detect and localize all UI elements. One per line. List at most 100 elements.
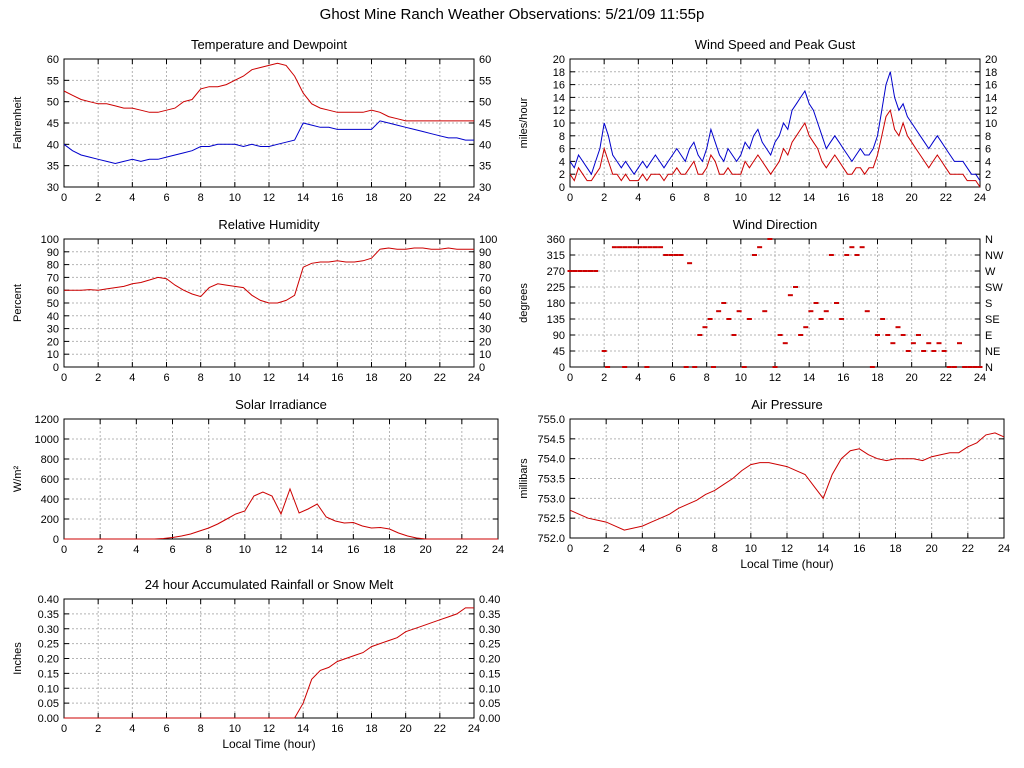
svg-text:8: 8 xyxy=(712,543,718,555)
svg-text:12: 12 xyxy=(769,192,781,204)
chart-wind-speed-gust: Wind Speed and Peak Gust 0 0 2 2 4 4 6 6 8 8 10 10 1… xyxy=(518,36,1018,204)
svg-text:8: 8 xyxy=(559,131,565,143)
svg-text:0.40: 0.40 xyxy=(38,594,59,606)
svg-text:14: 14 xyxy=(297,723,309,735)
svg-text:4: 4 xyxy=(635,372,641,384)
svg-text:2: 2 xyxy=(603,543,609,555)
svg-text:8: 8 xyxy=(198,723,204,735)
svg-text:800: 800 xyxy=(41,454,59,466)
svg-text:0: 0 xyxy=(567,372,573,384)
svg-text:8: 8 xyxy=(198,372,204,384)
chart-relative-humidity: Relative Humidity 0 0 10 10 20 20 30 30 40 40 50 50… xyxy=(12,216,512,384)
svg-text:30: 30 xyxy=(479,182,491,194)
svg-text:20: 20 xyxy=(479,336,491,348)
svg-text:752.0: 752.0 xyxy=(537,533,565,545)
svg-text:600: 600 xyxy=(41,474,59,486)
svg-text:4: 4 xyxy=(985,156,991,168)
svg-text:0: 0 xyxy=(53,534,59,546)
svg-text:22: 22 xyxy=(434,723,446,735)
svg-text:24: 24 xyxy=(468,372,480,384)
svg-text:35: 35 xyxy=(47,161,59,173)
svg-text:16: 16 xyxy=(837,372,849,384)
svg-text:18: 18 xyxy=(553,67,565,79)
svg-text:0.15: 0.15 xyxy=(38,668,59,680)
svg-text:SW: SW xyxy=(985,282,1003,294)
svg-text:90: 90 xyxy=(479,247,491,259)
svg-text:8: 8 xyxy=(198,192,204,204)
svg-text:NW: NW xyxy=(985,250,1004,262)
svg-text:12: 12 xyxy=(985,105,997,117)
svg-text:NE: NE xyxy=(985,346,1000,358)
svg-text:14: 14 xyxy=(553,92,565,104)
svg-text:20: 20 xyxy=(400,192,412,204)
svg-text:753.0: 753.0 xyxy=(537,493,565,505)
svg-text:0.30: 0.30 xyxy=(479,624,500,636)
chart-accumulated-rainfall: 24 hour Accumulated Rainfall or Snow Mel… xyxy=(12,576,512,752)
svg-text:Inches: Inches xyxy=(12,642,24,675)
svg-text:8: 8 xyxy=(704,372,710,384)
svg-text:0.15: 0.15 xyxy=(479,668,500,680)
svg-text:315: 315 xyxy=(547,250,565,262)
svg-text:8: 8 xyxy=(206,544,212,556)
svg-text:S: S xyxy=(985,298,992,310)
svg-text:8: 8 xyxy=(985,131,991,143)
svg-text:0.00: 0.00 xyxy=(479,713,500,725)
svg-text:10: 10 xyxy=(985,118,997,130)
svg-text:50: 50 xyxy=(479,97,491,109)
svg-text:14: 14 xyxy=(817,543,829,555)
svg-text:18: 18 xyxy=(365,192,377,204)
chart-title: Temperature and Dewpoint xyxy=(190,37,348,52)
svg-text:12: 12 xyxy=(263,192,275,204)
svg-text:400: 400 xyxy=(41,494,59,506)
svg-text:6: 6 xyxy=(675,543,681,555)
svg-text:30: 30 xyxy=(479,324,491,336)
svg-text:2: 2 xyxy=(95,723,101,735)
svg-text:20: 20 xyxy=(47,336,59,348)
svg-text:4: 4 xyxy=(635,192,641,204)
svg-text:10: 10 xyxy=(229,192,241,204)
svg-text:2: 2 xyxy=(95,372,101,384)
svg-text:16: 16 xyxy=(553,80,565,92)
svg-text:16: 16 xyxy=(331,192,343,204)
svg-text:2: 2 xyxy=(559,169,565,181)
svg-text:4: 4 xyxy=(129,372,135,384)
svg-text:80: 80 xyxy=(47,260,59,272)
svg-text:755.0: 755.0 xyxy=(537,414,565,426)
svg-text:0: 0 xyxy=(559,182,565,194)
svg-text:N: N xyxy=(985,234,993,246)
svg-text:0: 0 xyxy=(61,192,67,204)
svg-text:22: 22 xyxy=(940,192,952,204)
chart-title: Air Pressure xyxy=(751,397,823,412)
svg-text:12: 12 xyxy=(263,372,275,384)
svg-text:10: 10 xyxy=(47,349,59,361)
svg-text:753.5: 753.5 xyxy=(537,474,565,486)
svg-text:225: 225 xyxy=(547,282,565,294)
svg-text:2: 2 xyxy=(95,192,101,204)
svg-text:degrees: degrees xyxy=(518,283,530,323)
svg-text:N: N xyxy=(985,362,993,374)
svg-text:W: W xyxy=(985,266,996,278)
chart-title: Relative Humidity xyxy=(218,217,320,232)
svg-text:30: 30 xyxy=(47,182,59,194)
svg-text:4: 4 xyxy=(559,156,565,168)
svg-text:0: 0 xyxy=(559,362,565,374)
svg-text:70: 70 xyxy=(479,272,491,284)
svg-text:40: 40 xyxy=(47,139,59,151)
svg-text:12: 12 xyxy=(263,723,275,735)
svg-text:20: 20 xyxy=(400,372,412,384)
svg-text:80: 80 xyxy=(479,260,491,272)
svg-text:12: 12 xyxy=(553,105,565,117)
svg-text:200: 200 xyxy=(41,514,59,526)
svg-text:22: 22 xyxy=(962,543,974,555)
svg-text:270: 270 xyxy=(547,266,565,278)
page-title: Ghost Mine Ranch Weather Observations: 5… xyxy=(319,6,705,23)
svg-text:10: 10 xyxy=(735,372,747,384)
svg-text:10: 10 xyxy=(479,349,491,361)
svg-text:135: 135 xyxy=(547,314,565,326)
svg-text:W/m²: W/m² xyxy=(12,466,24,493)
svg-text:90: 90 xyxy=(47,247,59,259)
